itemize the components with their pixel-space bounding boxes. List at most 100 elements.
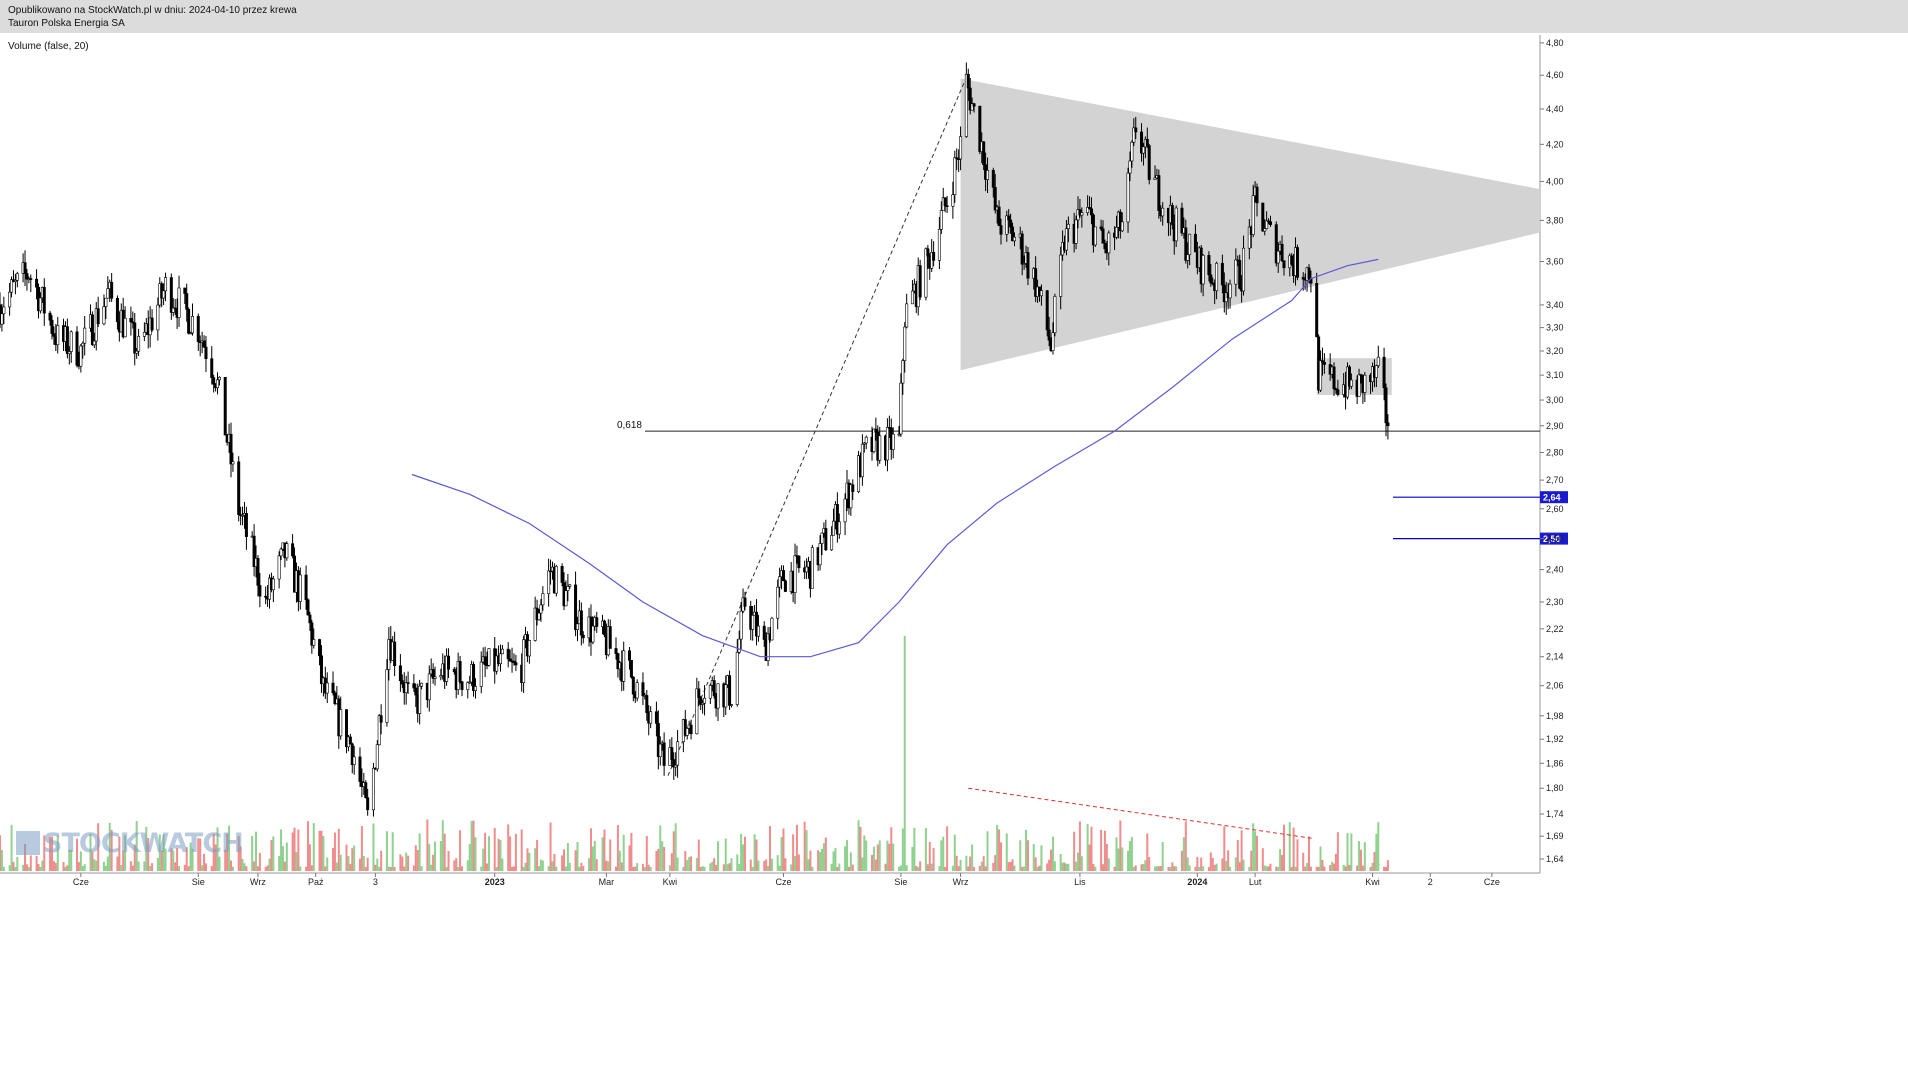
volume-bar — [1302, 852, 1305, 871]
volume-bar — [1363, 842, 1366, 871]
candle-body — [418, 685, 422, 714]
volume-bar — [468, 843, 471, 871]
volume-bar — [1263, 865, 1266, 871]
volume-bar — [66, 865, 69, 871]
volume-bar — [751, 866, 754, 871]
volume-bar — [697, 839, 700, 871]
volume-downtrend-line — [968, 787, 1313, 839]
candle-body — [595, 617, 599, 627]
candle-body — [1274, 224, 1278, 264]
candle-body — [92, 340, 96, 346]
volume-bar — [178, 866, 181, 871]
volume-bar — [778, 865, 781, 871]
volume-bar — [659, 825, 662, 871]
volume-bar — [278, 856, 281, 871]
volume-bar — [255, 831, 258, 871]
candle-body — [352, 756, 356, 765]
candle-body — [1118, 211, 1122, 232]
candle-body — [318, 639, 322, 657]
volume-bar — [607, 861, 610, 871]
candle-body — [304, 574, 308, 601]
candle-body — [554, 566, 558, 594]
candle-body — [1012, 236, 1016, 242]
y-tick-label: 2,06 — [1546, 681, 1564, 691]
volume-bars — [0, 636, 1389, 871]
candle-body — [1132, 127, 1136, 143]
candle-body — [431, 669, 435, 679]
volume-bar — [1202, 866, 1205, 871]
volume-bar — [351, 848, 354, 871]
candle-body — [993, 187, 997, 211]
candle-body — [1045, 290, 1049, 331]
volume-bar — [753, 834, 756, 871]
volume-bar — [239, 846, 242, 871]
candle-body — [271, 578, 275, 591]
volume-bar — [443, 833, 446, 871]
volume-bar — [93, 859, 96, 871]
volume-bar — [1107, 858, 1110, 871]
volume-bar — [769, 826, 771, 871]
candle-body — [820, 532, 824, 544]
volume-bar — [834, 847, 837, 871]
volume-bar — [426, 819, 429, 871]
volume-bar — [37, 863, 40, 871]
volume-bar — [1117, 848, 1120, 871]
volume-bar — [226, 833, 229, 871]
volume-bar — [272, 836, 275, 871]
candle-body — [843, 498, 847, 523]
volume-bar — [817, 850, 820, 871]
volume-bar — [54, 862, 57, 871]
volume-bar — [616, 825, 619, 871]
x-tick-label: Cze — [1484, 877, 1500, 887]
candle-body — [1020, 233, 1024, 265]
volume-bar — [1238, 862, 1241, 871]
uptrend-line — [667, 81, 965, 776]
candle-body — [654, 711, 658, 724]
volume-bar — [360, 826, 363, 871]
volume-bar — [241, 858, 244, 871]
candle-body — [982, 141, 986, 166]
volume-bar — [56, 835, 59, 871]
candle-body — [547, 570, 551, 594]
candle-body — [1376, 356, 1380, 366]
candle-body — [131, 321, 135, 324]
volume-bar — [210, 865, 213, 871]
volume-bar — [131, 865, 134, 871]
candle-body — [439, 675, 443, 678]
candle-body — [905, 303, 909, 328]
candle-body — [1130, 141, 1134, 162]
candle-body — [1093, 226, 1097, 246]
volume-bar — [293, 827, 296, 871]
candle-body — [142, 331, 146, 337]
volume-bar — [566, 843, 569, 871]
candle-body — [522, 639, 526, 683]
candle-body — [377, 715, 381, 746]
y-tick-label: 3,40 — [1546, 300, 1564, 310]
candle-body — [832, 520, 836, 536]
volume-bar — [305, 866, 308, 871]
candle-body — [187, 308, 191, 334]
volume-bar — [380, 850, 383, 871]
volume-bar — [1221, 858, 1224, 871]
candle-body — [1047, 329, 1051, 341]
candle-body — [885, 426, 889, 461]
volume-bar — [776, 855, 779, 871]
volume-bar — [713, 858, 716, 871]
candle-body — [67, 351, 71, 354]
candle-body — [212, 377, 216, 385]
volume-bar — [135, 821, 138, 871]
candle-body — [156, 304, 160, 331]
volume-bar — [647, 864, 650, 871]
candle-body — [1320, 360, 1324, 363]
candle-body — [997, 206, 1001, 226]
volume-bar — [507, 824, 510, 871]
volume-bar — [1157, 866, 1160, 871]
y-tick-label: 2,50 — [1546, 534, 1564, 544]
candle-body — [527, 640, 531, 657]
volume-bar — [1229, 866, 1232, 871]
candle-body — [986, 170, 990, 180]
level-label-box — [1540, 532, 1568, 545]
candle-body — [514, 662, 518, 666]
candle-body — [231, 461, 235, 465]
